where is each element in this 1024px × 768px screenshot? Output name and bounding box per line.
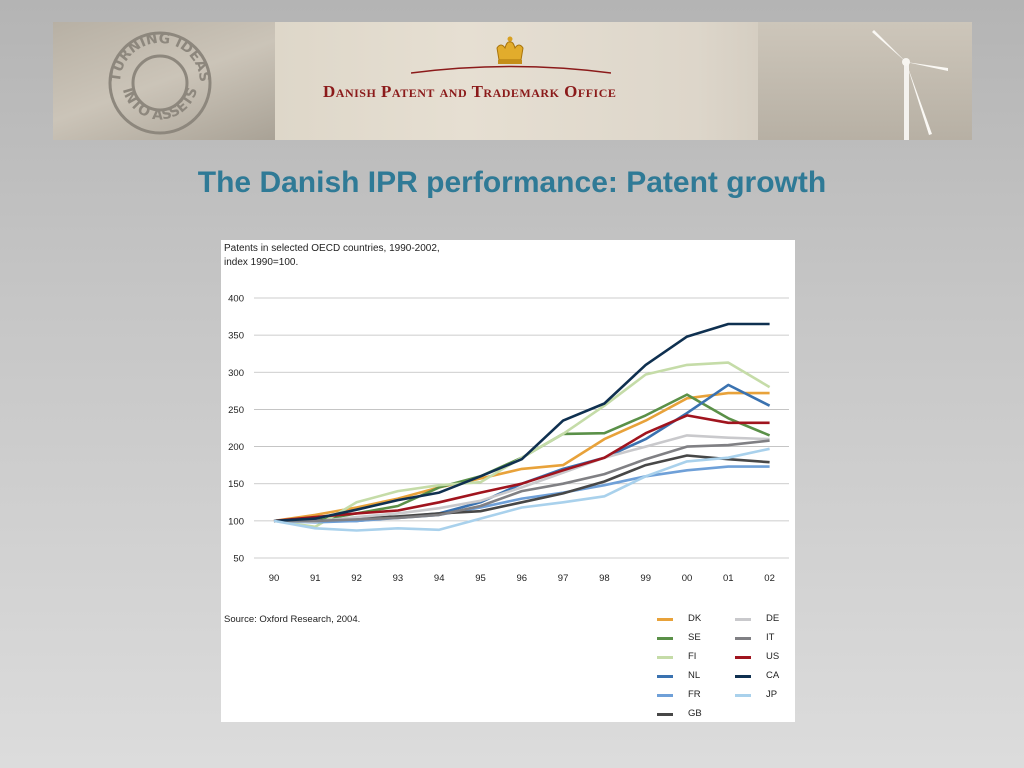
x-tick-label: 92 <box>351 573 362 584</box>
x-tick-label: 95 <box>475 573 486 584</box>
y-tick-label: 350 <box>228 331 244 342</box>
chart-source-note: Source: Oxford Research, 2004. <box>224 614 361 625</box>
wind-turbine-image <box>872 30 948 140</box>
legend-label: US <box>766 651 780 662</box>
banner-left-panel <box>53 22 275 140</box>
x-tick-label: 99 <box>640 573 651 584</box>
crown-icon <box>496 36 524 64</box>
y-tick-label: 50 <box>233 554 244 565</box>
header-banner: TURNING IDEAS INTO ASSETS Danish Patent … <box>53 22 972 140</box>
legend-swatch <box>657 694 673 697</box>
office-name: Danish Patent and Trademark Office <box>323 82 617 101</box>
x-tick-label: 98 <box>599 573 610 584</box>
x-tick-label: 91 <box>310 573 321 584</box>
legend-swatch <box>657 637 673 640</box>
legend-label: JP <box>766 689 778 700</box>
y-tick-label: 200 <box>228 442 244 453</box>
patent-growth-chart: Patents in selected OECD countries, 1990… <box>221 240 795 722</box>
x-tick-label: 02 <box>764 573 775 584</box>
chart-title-line-1: Patents in selected OECD countries, 1990… <box>224 243 440 254</box>
x-tick-label: 93 <box>393 573 404 584</box>
legend-swatch <box>657 618 673 621</box>
x-tick-label: 90 <box>269 573 280 584</box>
banner-decorative-rule <box>411 65 611 74</box>
series-line-ca <box>273 322 770 523</box>
x-tick-label: 00 <box>682 573 693 584</box>
series-line-nl <box>274 383 771 523</box>
slide-title: The Danish IPR performance: Patent growt… <box>197 166 827 199</box>
legend-label: FI <box>688 651 697 662</box>
x-tick-label: 01 <box>723 573 734 584</box>
y-tick-label: 300 <box>228 368 244 379</box>
legend-swatch <box>735 656 751 659</box>
y-tick-label: 100 <box>228 516 244 527</box>
turning-ideas-stamp-logo: TURNING IDEAS INTO ASSETS <box>108 31 212 135</box>
series-line-jp <box>273 447 770 532</box>
x-tick-label: 97 <box>558 573 569 584</box>
banner-right-panel <box>758 22 972 140</box>
x-tick-label: 94 <box>434 573 445 584</box>
legend-label: CA <box>766 670 780 681</box>
legend-label: DE <box>766 613 780 624</box>
chart-plot-area: 400 350 300 250 200 150 100 50 90 91 92 93 94 95 96 97 9… <box>228 294 789 584</box>
legend-swatch <box>735 675 751 678</box>
legend-swatch <box>657 713 673 716</box>
legend-swatch <box>735 618 751 621</box>
svg-text:INTO ASSETS: INTO ASSETS <box>119 85 201 123</box>
series-line-de <box>273 434 770 523</box>
series-line-dk <box>273 391 770 523</box>
legend-label: IT <box>766 632 775 643</box>
y-tick-label: 400 <box>228 294 244 305</box>
legend-label: FR <box>688 689 701 700</box>
y-tick-label: 250 <box>228 405 244 416</box>
series-line-it <box>274 439 770 523</box>
legend-label: GB <box>688 708 702 719</box>
x-tick-label: 96 <box>517 573 528 584</box>
legend-swatch <box>657 656 673 659</box>
legend-label: DK <box>688 613 702 624</box>
legend-swatch <box>735 637 751 640</box>
series-line-us <box>273 414 770 523</box>
series-line-fr <box>273 465 770 524</box>
chart-title-line-2: index 1990=100. <box>224 257 299 268</box>
legend-label: NL <box>688 670 701 681</box>
legend-label: SE <box>688 632 701 643</box>
legend-swatch <box>735 694 751 697</box>
y-tick-label: 150 <box>228 479 244 490</box>
legend-swatch <box>657 675 673 678</box>
